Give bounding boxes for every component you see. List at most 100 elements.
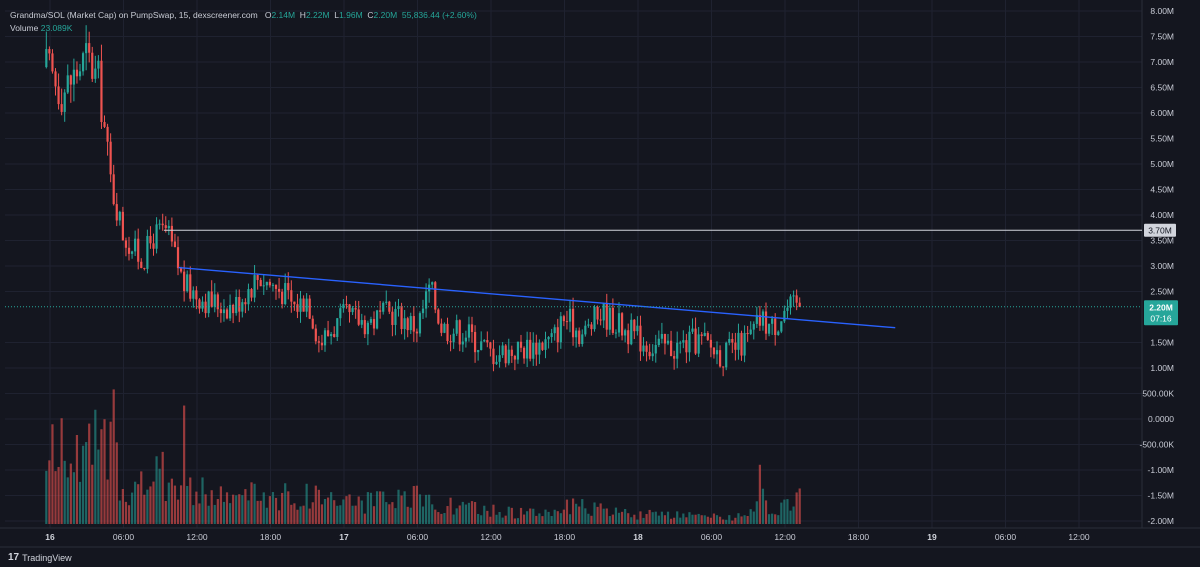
volume-bar <box>259 500 262 524</box>
volume-bar <box>749 509 752 524</box>
volume-bar <box>798 488 801 524</box>
candle-body <box>624 330 627 336</box>
volume-bar <box>250 482 253 524</box>
candle-body <box>195 290 198 300</box>
volume-bar <box>718 516 722 524</box>
candle-body <box>342 304 345 309</box>
candle-body <box>412 316 415 332</box>
candle-body <box>164 225 167 229</box>
candle-body <box>345 304 348 306</box>
volume-bar <box>654 511 657 524</box>
candle-body <box>333 334 336 337</box>
candle-body <box>495 361 498 365</box>
volume-bar <box>743 515 746 524</box>
volume-bar <box>464 504 467 524</box>
volume-bar <box>409 507 412 524</box>
volume-bar <box>627 513 630 524</box>
volume-bar <box>121 488 124 524</box>
candle-body <box>81 53 85 72</box>
candle-body <box>666 340 670 344</box>
volume-bar <box>559 513 562 524</box>
candle-body <box>400 306 403 330</box>
volume-bar <box>339 505 342 524</box>
candle-body <box>461 341 464 345</box>
volume-bar <box>406 506 409 524</box>
price-axis-tick: 7.00M <box>1150 57 1174 67</box>
candle-body <box>437 309 440 324</box>
volume-bar <box>608 516 611 524</box>
volume-bar <box>526 511 529 524</box>
candle-body <box>302 298 305 312</box>
candle-body <box>222 309 226 314</box>
candle-body <box>179 268 183 272</box>
volume-bar <box>400 495 403 524</box>
candle-body <box>45 49 48 68</box>
candle-body <box>712 347 716 355</box>
candle-body <box>167 225 170 229</box>
volume-bar <box>326 497 330 524</box>
candle-body <box>189 274 192 299</box>
candle-body <box>326 330 330 337</box>
chart-legend: Grandma/SOL (Market Cap) on PumpSwap, 15… <box>10 9 477 35</box>
candle-body <box>786 307 789 311</box>
volume-bar <box>428 494 431 524</box>
candle-body <box>69 75 72 85</box>
candle-body <box>109 141 112 175</box>
candle-body <box>385 301 388 303</box>
legend-close-label: C <box>367 10 374 20</box>
volume-bar <box>431 504 434 524</box>
time-axis-tick: 17 <box>339 532 349 542</box>
volume-bar <box>449 497 452 524</box>
candle-body <box>198 299 201 309</box>
candle-body <box>360 320 363 325</box>
volume-bar <box>213 504 216 524</box>
candle-body <box>728 338 731 343</box>
candle-body <box>731 338 734 343</box>
candle-body <box>529 339 532 359</box>
price-axis-tick: 7.50M <box>1150 32 1174 42</box>
candle-body <box>115 204 118 221</box>
candle-body <box>106 126 109 142</box>
candle-body <box>256 275 259 281</box>
volume-bar <box>375 491 379 524</box>
volume-bar <box>54 471 57 524</box>
price-axis-tick: -2.00M <box>1148 516 1174 526</box>
candle-body <box>354 308 357 310</box>
candle-body <box>477 349 480 353</box>
price-axis-tick: 6.50M <box>1150 83 1174 93</box>
candle-body <box>783 310 786 322</box>
volume-bar <box>783 499 786 524</box>
candle-body <box>578 330 581 345</box>
candle-body <box>639 325 642 352</box>
volume-bar <box>535 515 538 524</box>
volume-bar <box>204 494 207 524</box>
volume-bar <box>522 514 526 524</box>
candle-body <box>130 251 134 254</box>
candle-body <box>584 325 587 335</box>
candle-body <box>170 225 173 242</box>
candle-body <box>121 211 124 241</box>
tradingview-footer[interactable]: 17 TradingView <box>8 552 72 563</box>
volume-bar <box>388 504 391 524</box>
candle-body <box>559 316 562 343</box>
volume-bar <box>700 515 703 524</box>
volume-bar <box>550 516 553 524</box>
candle-body <box>685 340 688 353</box>
volume-bar <box>372 506 376 524</box>
candle-body <box>137 238 140 262</box>
candle-body <box>777 331 780 336</box>
candle-body <box>596 306 599 320</box>
candle-body <box>363 320 366 335</box>
legend-low-label: L <box>334 10 340 20</box>
volume-bar <box>320 504 324 524</box>
candle-countdown: 07:16 <box>1150 313 1172 323</box>
candle-body <box>706 333 709 340</box>
candle-body <box>143 267 146 269</box>
candle-body <box>299 298 302 312</box>
volume-bar <box>308 508 311 524</box>
volume-bar <box>789 510 792 524</box>
candle-body <box>464 337 467 342</box>
volume-bar <box>657 515 660 524</box>
